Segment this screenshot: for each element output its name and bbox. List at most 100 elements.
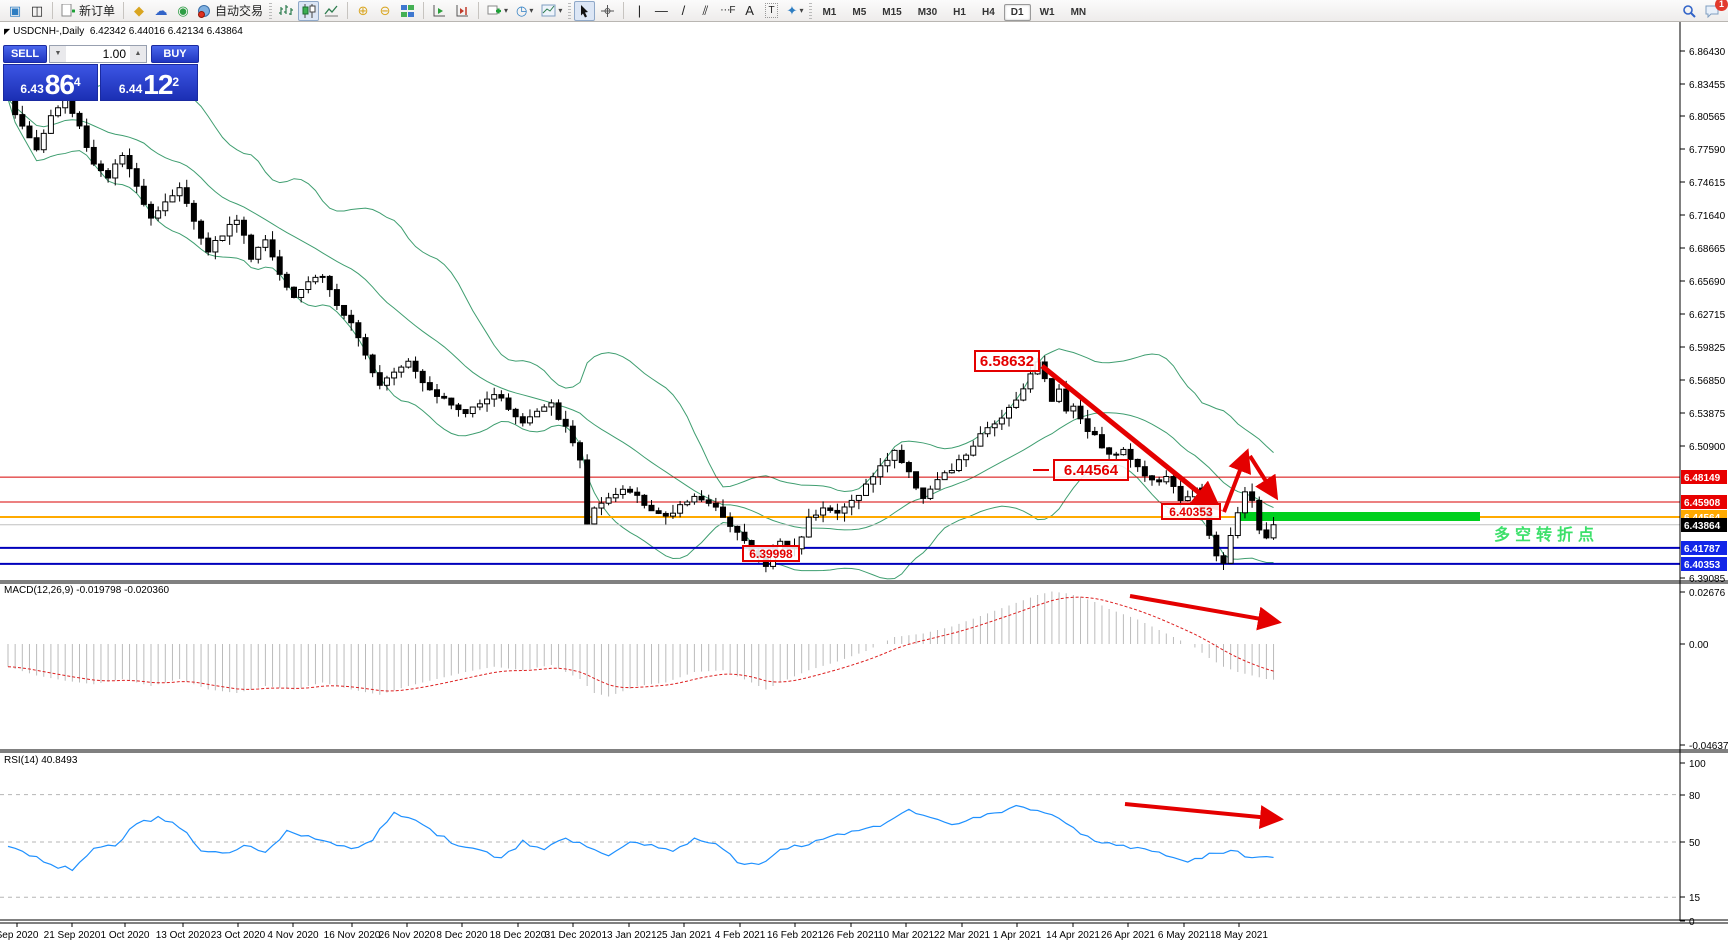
green-support-zone[interactable] (1240, 512, 1480, 521)
price-badge-label: 6.45908 (1684, 498, 1721, 509)
trend-arrows[interactable] (1040, 364, 1284, 830)
volume-field: ▼ ▲ (49, 45, 147, 63)
autotrading-icon (198, 4, 212, 18)
buy-price-panel[interactable]: 6.44 12 2 (100, 64, 198, 101)
trend-arrow[interactable] (1040, 364, 1222, 512)
separator (478, 2, 480, 19)
price-tick: 6.53875 (1689, 409, 1726, 420)
price-badge (1681, 541, 1727, 555)
price-badge (1681, 518, 1727, 532)
toolbar-gripper (269, 2, 273, 19)
shapes-icon[interactable]: ✦ ▾ (784, 1, 807, 21)
price-badge (1681, 470, 1727, 484)
fibonacci-icon[interactable]: ⋯F (717, 1, 737, 21)
timeframe-m15[interactable]: M15 (882, 6, 902, 18)
annotation-dash (1033, 469, 1049, 471)
buy-price-pips: 12 (143, 69, 173, 100)
new-order-button[interactable]: 新订单 (58, 1, 118, 21)
periods-icon[interactable]: ◷ ▾ (513, 1, 536, 21)
toolbar: ▣ ◫ 新订单 ◆ ☁ ◉ 自动交易 ⊕ ⊖ ▾ ◷ ▾ ▾ (0, 0, 1728, 22)
volume-up-button[interactable]: ▲ (130, 46, 146, 62)
price-annotation-box[interactable]: 6.40353 (1161, 503, 1221, 520)
timeframe-mn[interactable]: MN (1070, 6, 1087, 18)
timeframe-d1[interactable]: D1 (1003, 3, 1031, 21)
trend-arrow[interactable] (1248, 454, 1279, 501)
price-annotation-box[interactable]: 6.44564 (1053, 459, 1129, 481)
crosshair-icon[interactable] (597, 1, 618, 21)
bar-chart-icon[interactable] (275, 1, 296, 21)
search-icon[interactable] (1679, 1, 1700, 21)
turning-point-note[interactable]: 多空转折点 (1494, 527, 1600, 544)
price-tick: 6.86430 (1689, 47, 1726, 58)
price-badge (1681, 495, 1727, 509)
price-tick: 6.80565 (1689, 112, 1726, 123)
price-tick: 6.68665 (1689, 244, 1726, 255)
autotrading-button[interactable]: 自动交易 (195, 1, 266, 21)
line-chart-icon[interactable] (321, 1, 342, 21)
text-icon[interactable]: A (740, 1, 760, 21)
vertical-line-icon[interactable]: | (629, 1, 649, 21)
label-icon[interactable]: T (762, 1, 782, 21)
date-label: 8 Dec 2020 (436, 930, 488, 941)
chat-icon[interactable]: 1 (1702, 0, 1728, 21)
trend-arrow[interactable] (1129, 594, 1282, 631)
price-tick: 6.65690 (1689, 277, 1726, 288)
add-chart-icon[interactable]: ▾ (484, 1, 511, 21)
date-label: 26 Nov 2020 (379, 930, 436, 941)
trendline-glyph: / (681, 3, 686, 18)
price-annotation-box[interactable]: 6.39998 (742, 545, 800, 562)
zoom-out-icon[interactable]: ⊖ (375, 1, 395, 21)
macd-legend: MACD(12,26,9) -0.019798 -0.020360 (4, 585, 169, 596)
horizontal-line-icon[interactable]: — (651, 1, 671, 21)
price-badge-label: 6.48149 (1684, 473, 1721, 484)
profiles-icon[interactable]: ◫ (27, 1, 47, 21)
gold-icon[interactable]: ◆ (129, 1, 149, 21)
new-order-label: 新订单 (79, 4, 116, 18)
community-icon[interactable]: ☁ (151, 1, 171, 21)
trendline-icon[interactable]: / (673, 1, 693, 21)
macd-pane: 0.02676 0.00 -0.046374 (7, 588, 1728, 752)
chart-shift-icon[interactable] (452, 1, 473, 21)
price-chart-canvas[interactable]: 6.86430 6.83455 6.80565 6.77590 6.74615 6.716… (0, 22, 1728, 943)
chart-corner-icon: ◤ (4, 27, 11, 36)
timeframe-h4[interactable]: H4 (981, 6, 995, 18)
volume-down-button[interactable]: ▼ (50, 46, 66, 62)
buy-button[interactable]: BUY (151, 45, 199, 63)
timeframe-h1[interactable]: H1 (953, 6, 966, 18)
timeframe-m30[interactable]: M30 (917, 6, 938, 18)
signals-icon[interactable]: ◉ (173, 1, 193, 21)
templates-icon[interactable]: ▾ (538, 1, 565, 21)
rsi-tick: 0 (1689, 917, 1695, 928)
timeframe-w1[interactable]: W1 (1039, 6, 1055, 18)
trend-arrow[interactable] (1222, 448, 1252, 513)
new-order-icon (61, 3, 75, 16)
date-label: 25 Jan 2021 (656, 930, 711, 941)
price-tick: 6.62715 (1689, 310, 1726, 321)
timeframe-m5[interactable]: M5 (852, 6, 867, 18)
volume-input[interactable] (66, 46, 130, 62)
date-label: 6 May 2021 (1158, 930, 1211, 941)
date-label: 16 Nov 2020 (324, 930, 381, 941)
date-label: 26 Feb 2021 (823, 930, 880, 941)
channel-icon[interactable]: ⫽ (695, 1, 715, 21)
tile-windows-icon[interactable] (397, 1, 418, 21)
price-annotation-box[interactable]: 6.58632 (974, 350, 1040, 372)
toolbar-gripper (809, 2, 813, 19)
sell-price-panel[interactable]: 6.43 86 4 (3, 64, 98, 101)
trend-arrow[interactable] (1124, 802, 1284, 830)
candlestick-icon[interactable] (298, 0, 320, 21)
timeframe-m1[interactable]: M1 (822, 6, 837, 18)
date-label: 31 Dec 2020 (545, 930, 602, 941)
window-icon[interactable]: ▣ (5, 1, 25, 21)
rsi-tick: 100 (1689, 759, 1706, 770)
sell-price-point: 4 (73, 75, 81, 89)
zoom-in-icon[interactable]: ⊕ (353, 1, 373, 21)
price-scale[interactable]: 6.86430 6.83455 6.80565 6.77590 6.74615 6.716… (1679, 22, 1727, 921)
sell-button[interactable]: SELL (3, 45, 47, 63)
macd-values: -0.019798 -0.020360 (76, 585, 170, 596)
autoscroll-icon[interactable] (429, 1, 450, 21)
gold-icon-glyph: ◆ (134, 3, 145, 18)
date-label: 4 Nov 2020 (267, 930, 319, 941)
cursor-icon[interactable] (574, 0, 596, 21)
